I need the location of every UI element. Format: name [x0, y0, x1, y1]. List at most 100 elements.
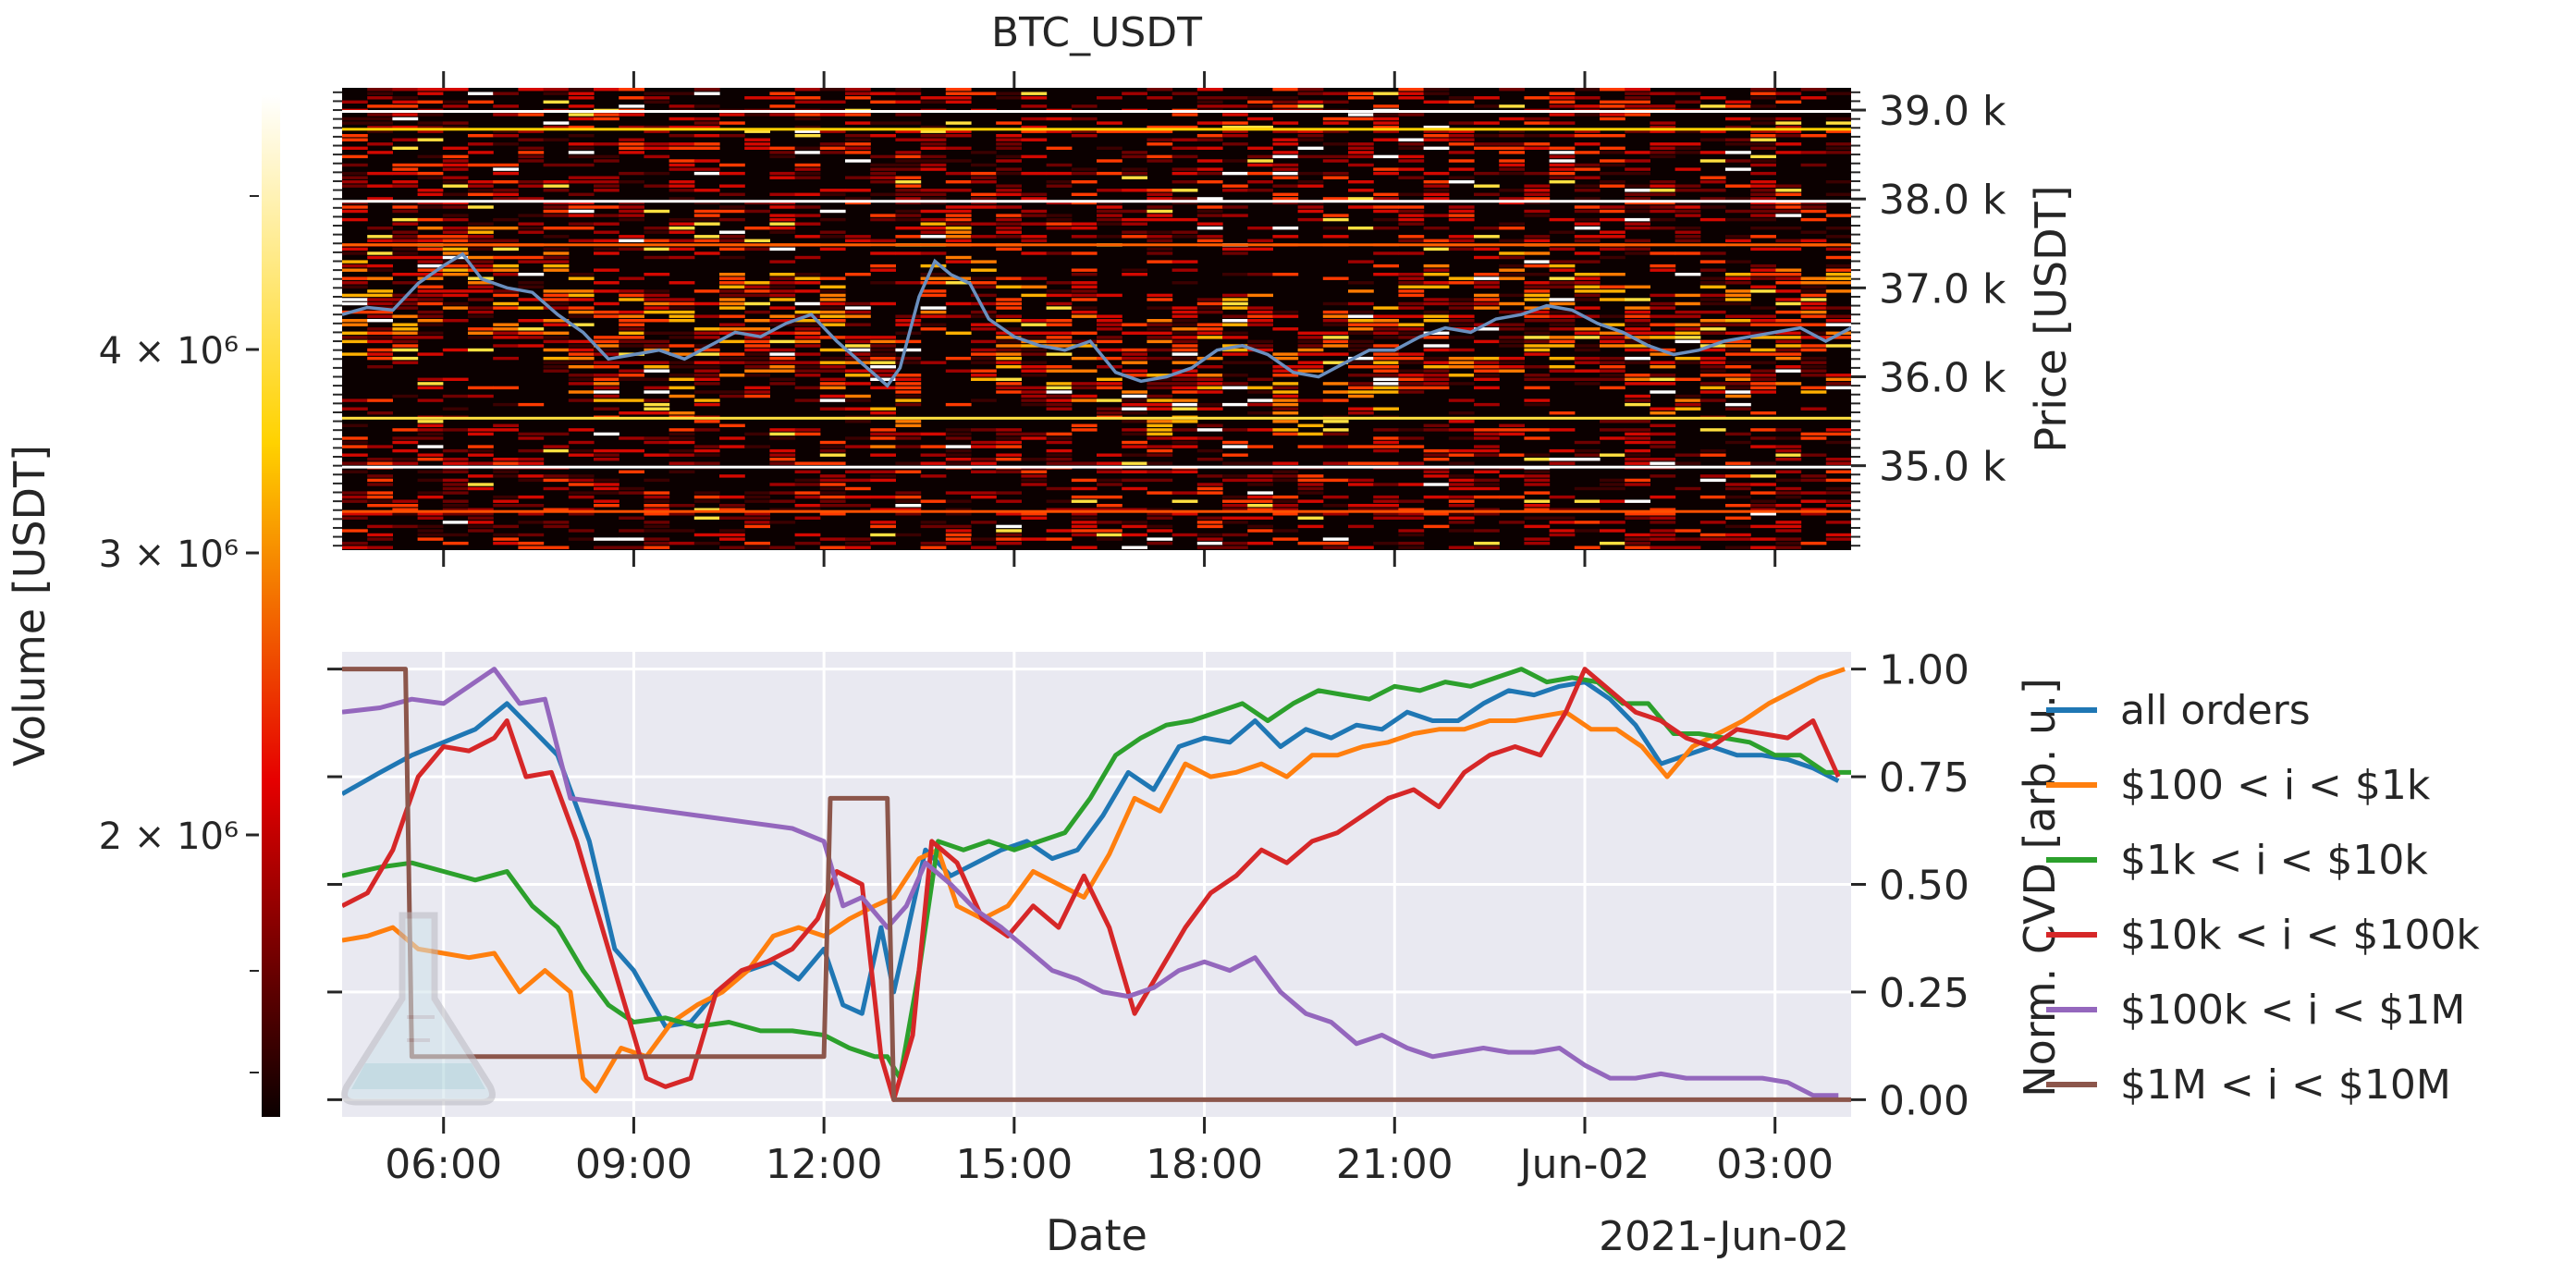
heatmap-cell: [945, 499, 972, 503]
heatmap-cell: [920, 541, 947, 546]
heatmap-cell: [1625, 113, 1650, 116]
heatmap-cell: [619, 113, 644, 116]
heatmap-cell: [417, 399, 444, 402]
heatmap-cell: [1122, 171, 1147, 176]
heatmap-cell: [1825, 521, 1851, 524]
heatmap-cell: [1247, 377, 1273, 381]
heatmap-cell: [1574, 205, 1601, 209]
heatmap-cell: [644, 92, 670, 95]
heatmap-cell: [442, 461, 469, 465]
heatmap-cell: [1825, 336, 1851, 339]
heatmap-cell: [870, 163, 896, 167]
heatmap-cell: [996, 541, 1022, 546]
heatmap-cell: [1122, 399, 1147, 402]
heatmap-cell: [1549, 113, 1576, 116]
heatmap-cell: [1122, 420, 1147, 423]
heatmap-cell: [1046, 390, 1073, 394]
heatmap-cell: [1750, 374, 1776, 377]
heatmap-cell: [744, 331, 770, 335]
heatmap-cell: [417, 125, 444, 129]
heatmap-cell: [1474, 529, 1500, 533]
heatmap-cell: [1272, 394, 1299, 399]
heatmap-cell: [1196, 146, 1223, 150]
heatmap-cell: [1222, 521, 1248, 524]
heatmap-cell: [794, 319, 821, 323]
heatmap-cell: [468, 92, 494, 95]
heatmap-cell: [1171, 314, 1198, 318]
heatmap-cell: [845, 407, 871, 411]
heatmap-cell: [1222, 461, 1248, 465]
heatmap-cell: [1474, 227, 1500, 230]
heatmap-cell: [719, 374, 745, 377]
heatmap-cell: [644, 255, 670, 260]
heatmap-cell: [1373, 273, 1399, 276]
heatmap-cell: [568, 361, 595, 364]
heatmap-cell: [744, 129, 770, 133]
heatmap-cell: [920, 499, 947, 503]
heatmap-cell: [1474, 327, 1500, 331]
heatmap-cell: [1775, 546, 1802, 549]
heatmap-cell: [669, 180, 695, 184]
heatmap-cell: [619, 529, 644, 533]
heatmap-cell: [1297, 474, 1324, 478]
heatmap-cell: [1549, 448, 1576, 453]
heatmap-cell: [1499, 167, 1525, 171]
heatmap-cell: [1825, 504, 1851, 508]
heatmap-cell: [1373, 138, 1399, 141]
heatmap-cell: [819, 113, 846, 116]
heatmap-cell: [568, 399, 595, 402]
heatmap-cell: [819, 504, 846, 508]
heatmap-cell: [1171, 348, 1198, 352]
heatmap-cell: [619, 180, 644, 184]
heatmap-cell: [619, 331, 644, 335]
heatmap-cell: [342, 176, 368, 179]
heatmap-cell: [1775, 478, 1802, 483]
heatmap-cell: [1549, 180, 1576, 184]
heatmap-cell: [1071, 499, 1098, 503]
heatmap-cell: [518, 230, 545, 234]
heatmap-cell: [342, 470, 368, 473]
heatmap-cell: [1348, 386, 1374, 390]
heatmap-cell: [1171, 189, 1198, 192]
heatmap-cell: [1750, 88, 1776, 92]
heatmap-cell: [1272, 356, 1299, 361]
heatmap-cell: [1650, 512, 1676, 516]
heatmap-cell: [1825, 273, 1851, 276]
heatmap-cell: [468, 134, 494, 138]
heatmap-cell: [1499, 88, 1525, 92]
heatmap-cell: [1448, 448, 1475, 453]
heatmap-cell: [442, 104, 469, 108]
heatmap-cell: [819, 512, 846, 516]
heatmap-cell: [1674, 331, 1701, 335]
heatmap-cell: [594, 386, 619, 390]
heatmap-cell: [1322, 428, 1349, 432]
heatmap-cell: [895, 508, 922, 511]
heatmap-cell: [1625, 319, 1650, 323]
heatmap-cell: [1071, 516, 1098, 520]
heatmap-cell: [996, 314, 1022, 318]
heatmap-cell: [1196, 356, 1223, 361]
heatmap-cell: [1448, 546, 1475, 549]
heatmap-cell: [1800, 289, 1827, 293]
heatmap-cell: [568, 180, 595, 184]
heatmap-cell: [1097, 205, 1122, 209]
heatmap-cell: [1297, 399, 1324, 402]
cvd-series-line: [342, 667, 1839, 1098]
heatmap-cell: [1222, 323, 1248, 326]
heatmap-cell: [895, 461, 922, 465]
heatmap-cell: [1524, 428, 1551, 432]
heatmap-cell: [1625, 516, 1650, 520]
heatmap-cell: [996, 301, 1022, 306]
heatmap-cell: [468, 289, 494, 293]
heatmap-cell: [1423, 348, 1450, 352]
heatmap-cell: [895, 382, 922, 386]
heatmap-cell: [1021, 154, 1048, 159]
heatmap-cell: [594, 448, 619, 453]
heatmap-cell: [1574, 163, 1601, 167]
heatmap-cell: [744, 142, 770, 146]
heatmap-cell: [1196, 298, 1223, 301]
legend-label: $100k < i < $1M: [2120, 987, 2465, 1034]
heatmap-cell: [1398, 436, 1425, 440]
heatmap-cell: [895, 154, 922, 159]
heatmap-cell: [1171, 113, 1198, 116]
